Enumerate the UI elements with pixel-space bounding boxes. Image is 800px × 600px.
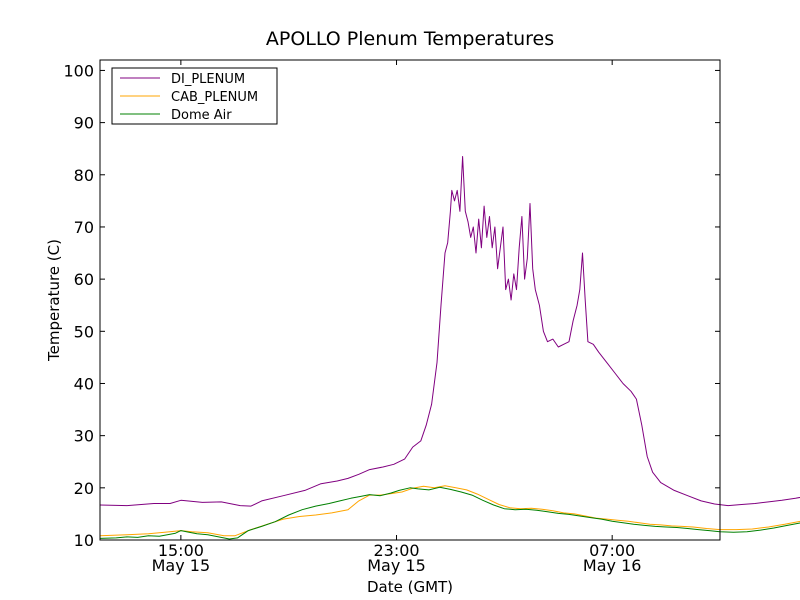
x-tick-date-label: May 15	[152, 556, 211, 575]
plot-frame	[99, 59, 721, 541]
y-tick-label: 100	[63, 61, 94, 80]
x-axis-label: Date (GMT)	[367, 578, 453, 596]
legend: DI_PLENUM CAB_PLENUM Dome Air	[111, 67, 278, 125]
y-tick-label: 40	[74, 374, 94, 393]
y-tick-label: 60	[74, 270, 94, 289]
y-tick-label: 20	[74, 479, 94, 498]
y-tick-label: 50	[74, 322, 94, 341]
legend-label: DI_PLENUM	[171, 72, 245, 87]
x-tick-time-label: 07:00	[589, 541, 635, 560]
x-tick-date-label: May 15	[367, 556, 426, 575]
x-tick-time-label: 23:00	[373, 541, 419, 560]
legend-label: CAB_PLENUM	[171, 90, 258, 105]
legend-label: Dome Air	[171, 108, 232, 123]
y-tick-label: 80	[74, 166, 94, 185]
y-axis-label: Temperature (C)	[45, 239, 63, 362]
y-tick-label: 30	[74, 427, 94, 446]
y-tick-label: 70	[74, 218, 94, 237]
x-tick-date-label: May 16	[799, 556, 800, 575]
chart-title: APOLLO Plenum Temperatures	[266, 28, 554, 50]
series-line-cab-plenum	[99, 485, 800, 537]
y-tick-label: 10	[74, 531, 94, 550]
y-tick-label: 90	[74, 114, 94, 133]
x-tick-date-label: May 16	[583, 556, 642, 575]
series-layer	[99, 156, 800, 540]
series-line-dome-air	[99, 486, 800, 540]
series-line-di-plenum	[99, 156, 800, 507]
x-tick-time-label: 15:00	[158, 541, 204, 560]
